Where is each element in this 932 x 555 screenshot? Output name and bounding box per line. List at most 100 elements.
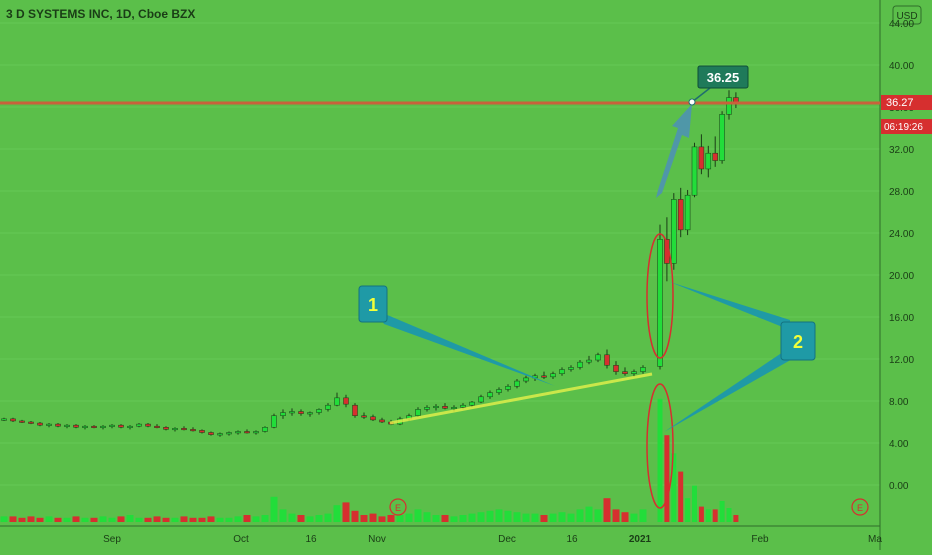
volume-bar <box>234 516 242 522</box>
volume-bar <box>549 513 557 522</box>
time-tick-label: Feb <box>751 534 769 545</box>
currency-badge[interactable] <box>892 5 922 25</box>
volume-bar <box>243 515 251 522</box>
volume-bar <box>333 505 341 522</box>
price-axis-ticks: 0.00 4.00 8.00 12.00 16.00 20.00 24.00 28.00 32.… <box>889 19 914 492</box>
candle-body <box>541 375 547 378</box>
volume-bar <box>630 513 638 522</box>
price-tick-label: 12.00 <box>889 355 914 366</box>
callout-1-box[interactable] <box>358 285 388 323</box>
candle-body <box>460 404 466 408</box>
volume-bar <box>705 509 711 522</box>
candle-body <box>109 424 115 427</box>
volume-bar <box>468 513 476 522</box>
candle-body <box>514 380 520 387</box>
volume-bar <box>685 498 691 522</box>
candle-body <box>604 354 610 366</box>
candle-body <box>451 407 457 410</box>
price-callout-pointer <box>691 87 711 103</box>
volume-bar <box>99 516 107 522</box>
volume-bar <box>387 515 395 522</box>
candle-body <box>10 418 16 422</box>
volume-bar <box>726 508 732 522</box>
candle-body <box>244 431 250 434</box>
price-tick-label: 44.00 <box>889 19 914 30</box>
earnings-marker-mar[interactable] <box>851 498 869 516</box>
candle-body <box>127 425 133 428</box>
candle-body <box>190 429 196 432</box>
candle-body <box>64 424 70 427</box>
candle-body <box>705 152 712 170</box>
volume-bar <box>216 517 224 522</box>
candle-body <box>496 389 502 393</box>
volume-bar <box>342 502 350 522</box>
price-callout-box[interactable] <box>697 65 749 89</box>
candle-body <box>289 411 295 414</box>
last-price-label: 36.27 <box>886 97 914 109</box>
price-tick-label: 32.00 <box>889 145 914 156</box>
candle-body <box>712 152 718 161</box>
callout-1-pointer <box>380 314 555 386</box>
volume-bar <box>504 510 512 522</box>
candle-body <box>478 396 484 403</box>
candle-body <box>280 412 286 416</box>
candle-body <box>586 359 592 363</box>
candle-body <box>361 415 367 418</box>
volume-bars <box>0 398 739 522</box>
price-tick-label: 4.00 <box>889 439 909 450</box>
volume-bar <box>495 509 503 522</box>
volume-bar <box>252 516 260 522</box>
candle-body <box>433 406 439 408</box>
candle-body <box>719 114 725 161</box>
volume-bar <box>459 515 467 522</box>
breakout-ellipse[interactable] <box>646 233 674 359</box>
volume-bar <box>522 513 530 522</box>
candle-body <box>154 425 160 428</box>
candle-body <box>172 428 178 431</box>
volume-bar <box>441 515 449 522</box>
volume-bar <box>405 513 413 522</box>
candle-body <box>343 397 349 405</box>
volume-bar <box>144 517 152 522</box>
candle-body <box>442 406 448 409</box>
candle-body <box>505 386 511 390</box>
volume-ellipse[interactable] <box>646 383 674 509</box>
volume-bar <box>396 515 404 522</box>
volume-bar <box>207 516 215 522</box>
callout-2-box[interactable] <box>780 321 816 361</box>
volume-bar <box>261 515 269 522</box>
volume-bar <box>558 512 566 522</box>
volume-bar <box>306 516 314 522</box>
volume-bar <box>733 515 739 522</box>
candle-body <box>181 428 187 431</box>
candle-body <box>487 392 493 398</box>
candle-body <box>316 409 322 413</box>
volume-bar <box>486 510 494 522</box>
candle-body <box>145 423 151 427</box>
candle-body <box>82 425 88 428</box>
countdown-tag <box>881 119 932 134</box>
target-arrow[interactable] <box>656 104 692 198</box>
time-tick-label: 2021 <box>629 534 652 545</box>
volume-bar <box>171 517 179 522</box>
candle-body <box>307 412 313 415</box>
earnings-marker-nov[interactable] <box>389 498 407 516</box>
candle-body <box>631 371 637 374</box>
volume-bar <box>657 398 663 522</box>
volume-bar <box>18 517 26 522</box>
volume-bar <box>117 516 125 522</box>
price-tick-label: 40.00 <box>889 61 914 72</box>
volume-bar <box>180 516 188 522</box>
candle-body <box>595 354 601 361</box>
candle-body <box>640 367 646 372</box>
volume-bar <box>369 513 377 522</box>
candle-body <box>671 199 677 264</box>
time-tick-label: Sep <box>103 534 121 545</box>
price-tick-label: 20.00 <box>889 271 914 282</box>
volume-bar <box>108 517 116 522</box>
volume-bar <box>288 513 296 522</box>
trend-line[interactable] <box>389 372 653 425</box>
volume-bar <box>692 485 697 522</box>
volume-bar <box>270 496 278 522</box>
